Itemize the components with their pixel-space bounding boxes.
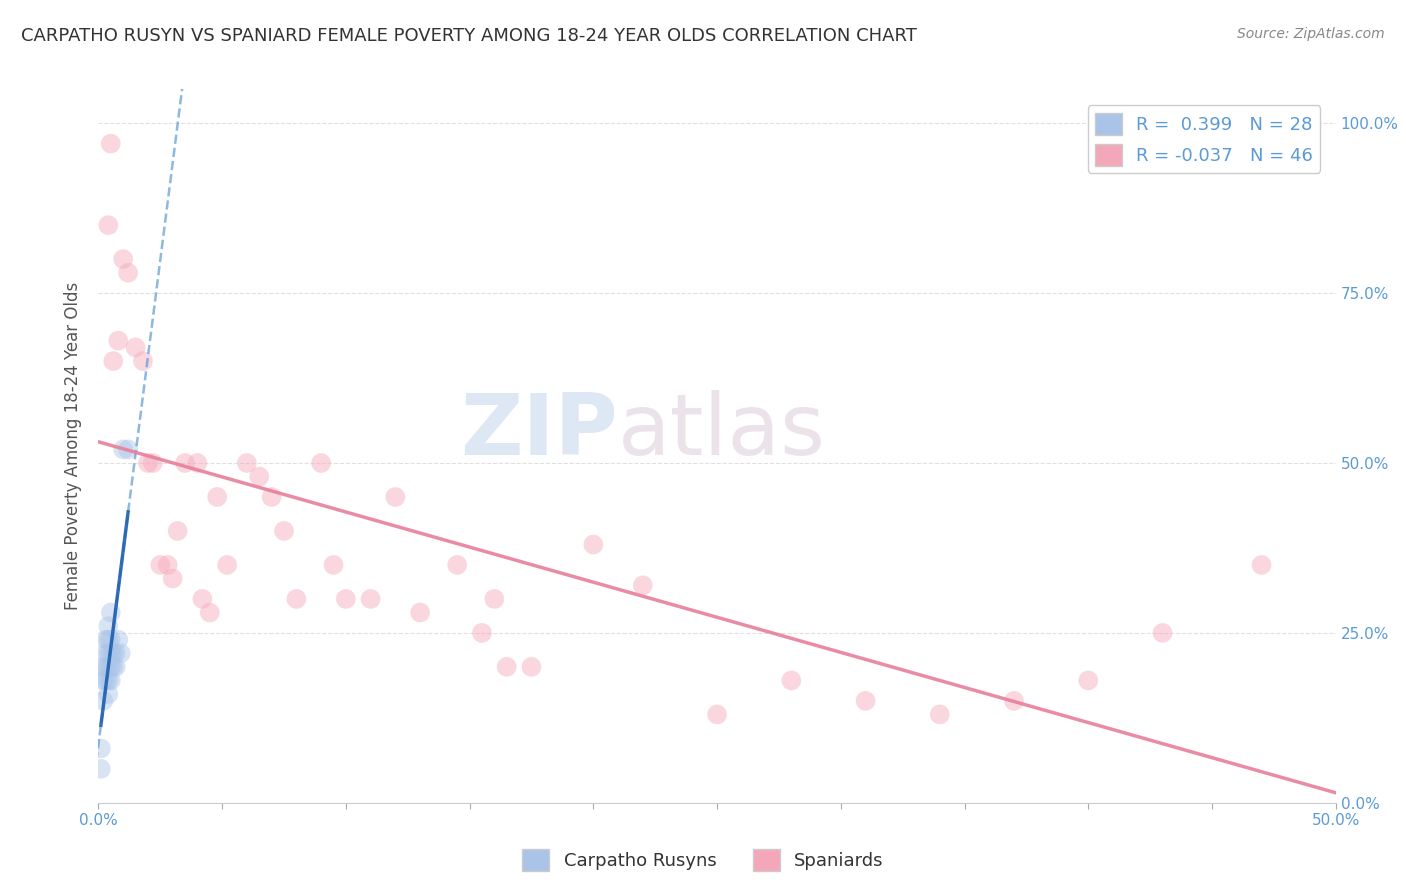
Point	[97, 687, 120, 701]
Point	[205, 490, 228, 504]
Point	[100, 646, 122, 660]
Point	[103, 660, 125, 674]
Point	[94, 673, 117, 688]
Point	[100, 632, 122, 647]
Point	[166, 524, 188, 538]
Point	[495, 660, 517, 674]
Point	[322, 558, 344, 572]
Point	[97, 646, 120, 660]
Point	[97, 632, 120, 647]
Point	[117, 266, 139, 280]
Point	[928, 707, 950, 722]
Point	[100, 136, 122, 151]
Legend: R =  0.399   N = 28, R = -0.037   N = 46: R = 0.399 N = 28, R = -0.037 N = 46	[1088, 105, 1320, 173]
Point	[93, 660, 115, 674]
Point	[484, 591, 506, 606]
Point	[520, 660, 543, 674]
Point	[706, 707, 728, 722]
Point	[97, 218, 120, 232]
Point	[1250, 558, 1272, 572]
Point	[285, 591, 308, 606]
Legend: Carpatho Rusyns, Spaniards: Carpatho Rusyns, Spaniards	[515, 842, 891, 879]
Point	[186, 456, 208, 470]
Point	[360, 591, 382, 606]
Point	[582, 537, 605, 551]
Point	[217, 558, 239, 572]
Point	[107, 334, 129, 348]
Point	[174, 456, 197, 470]
Point	[100, 660, 122, 674]
Point	[104, 646, 127, 660]
Point	[236, 456, 259, 470]
Point	[335, 591, 357, 606]
Point	[104, 660, 127, 674]
Point	[94, 660, 117, 674]
Point	[409, 606, 432, 620]
Point	[247, 469, 270, 483]
Point	[191, 591, 214, 606]
Y-axis label: Female Poverty Among 18-24 Year Olds: Female Poverty Among 18-24 Year Olds	[65, 282, 83, 610]
Point	[93, 694, 115, 708]
Point	[97, 673, 120, 688]
Point	[97, 619, 120, 633]
Point	[260, 490, 283, 504]
Point	[136, 456, 159, 470]
Point	[103, 354, 125, 368]
Point	[124, 341, 146, 355]
Point	[446, 558, 468, 572]
Point	[94, 632, 117, 647]
Point	[1077, 673, 1099, 688]
Point	[112, 442, 135, 457]
Point	[107, 632, 129, 647]
Point	[162, 572, 184, 586]
Point	[93, 673, 115, 688]
Point	[156, 558, 179, 572]
Point	[855, 694, 877, 708]
Point	[631, 578, 654, 592]
Point	[132, 354, 155, 368]
Point	[100, 673, 122, 688]
Point	[103, 646, 125, 660]
Point	[309, 456, 332, 470]
Point	[149, 558, 172, 572]
Text: atlas: atlas	[619, 390, 827, 474]
Point	[110, 646, 132, 660]
Point	[1002, 694, 1025, 708]
Point	[384, 490, 406, 504]
Point	[780, 673, 803, 688]
Point	[94, 646, 117, 660]
Point	[100, 606, 122, 620]
Point	[117, 442, 139, 457]
Point	[142, 456, 165, 470]
Point	[198, 606, 221, 620]
Text: ZIP: ZIP	[460, 390, 619, 474]
Point	[90, 741, 112, 756]
Point	[1152, 626, 1174, 640]
Point	[273, 524, 295, 538]
Point	[112, 252, 135, 266]
Point	[471, 626, 494, 640]
Text: Source: ZipAtlas.com: Source: ZipAtlas.com	[1237, 27, 1385, 41]
Text: CARPATHO RUSYN VS SPANIARD FEMALE POVERTY AMONG 18-24 YEAR OLDS CORRELATION CHAR: CARPATHO RUSYN VS SPANIARD FEMALE POVERT…	[21, 27, 917, 45]
Point	[90, 762, 112, 776]
Point	[97, 660, 120, 674]
